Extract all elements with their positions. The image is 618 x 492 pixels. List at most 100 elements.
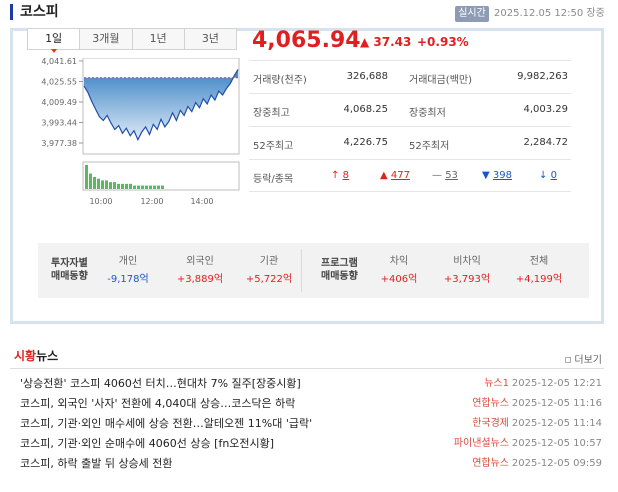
news-header: 시황뉴스 더보기 <box>14 347 604 366</box>
title-bar-marker <box>10 4 13 20</box>
news-item[interactable]: 코스피, 기관·외인 매수세에 상승 전환…알테오젠 11%대 '급락' 한국경… <box>20 414 604 434</box>
high-value: 4,068.25 <box>343 104 388 115</box>
individual-col: 개인 -9,178억 <box>98 255 158 288</box>
tab-1day[interactable]: 1일 <box>28 29 81 53</box>
amount-label: 거래대금(백만) <box>409 75 473 86</box>
page-title: 코스피 <box>20 4 59 20</box>
x-tick-label: 10:00 <box>89 197 112 206</box>
news-time: 2025-12-05 11:16 <box>511 398 602 409</box>
trading-trend-panel: 투자자별 매매동향 개인 -9,178억 외국인 +3,889억 기관 +5,7… <box>38 243 589 298</box>
non-arbitrage-value: +3,793억 <box>443 274 491 285</box>
tab-1year[interactable]: 1년 <box>133 29 185 49</box>
price-line <box>83 69 239 142</box>
volume-bar <box>153 185 156 189</box>
news-item[interactable]: '상승전환' 코스피 4060선 터치…현대차 7% 질주[장중시황] 뉴스1 … <box>20 374 604 394</box>
low-value: 4,003.29 <box>523 104 568 115</box>
news-time: 2025-12-05 09:59 <box>511 458 602 469</box>
news-title[interactable]: 코스피, 외국인 '사자' 전환에 4,040대 상승…코스닥은 하락 <box>20 397 296 410</box>
volume-bar <box>121 183 124 189</box>
volume-bar <box>145 185 148 189</box>
volume-value: 326,688 <box>346 71 388 82</box>
news-list: '상승전환' 코스피 4060선 터치…현대차 7% 질주[장중시황] 뉴스1 … <box>20 374 604 474</box>
news-item[interactable]: 코스피, 하락 출발 뒤 상승세 전환 연합뉴스 2025-12-05 09:5… <box>20 454 604 474</box>
news-title[interactable]: '상승전환' 코스피 4060선 터치…현대차 7% 질주[장중시황] <box>20 377 301 390</box>
total-col: 전체 +4,199억 <box>508 255 570 288</box>
news-title[interactable]: 코스피, 기관·외인 매수세에 상승 전환…알테오젠 11%대 '급락' <box>20 417 313 430</box>
stats-row-advance-decline: 등락/종목 ↑ 8 ▲ 477 — 53 ▼ 398 ↓ 0 <box>249 159 571 192</box>
institution-col: 기관 +5,722억 <box>238 255 300 288</box>
y-tick-label: 4,009.49 <box>41 98 77 107</box>
volume-bar <box>89 173 92 189</box>
high-label: 장중최고 <box>253 108 290 119</box>
volume-bar <box>161 185 164 189</box>
news-source: 한국경제 <box>472 418 509 429</box>
y-tick-label: 3,993.44 <box>41 119 77 128</box>
arbitrage-value: +406억 <box>380 274 418 285</box>
stats-table: 거래량(천주) 326,688 거래대금(백만) 9,982,263 장중최고 … <box>249 60 571 192</box>
stats-row-volume: 거래량(천주) 326,688 거래대금(백만) 9,982,263 <box>249 60 571 93</box>
volume-bar <box>125 183 128 189</box>
flat-count[interactable]: — 53 <box>432 170 458 181</box>
news-section-title: 시황뉴스 <box>14 349 59 363</box>
news-source: 연합뉴스 <box>472 458 509 469</box>
news-divider <box>10 368 604 369</box>
down-count[interactable]: ▼ 398 <box>482 170 512 181</box>
program-trend-label: 프로그램 매매동향 <box>321 258 358 282</box>
volume-bar <box>105 180 108 189</box>
more-link[interactable]: 더보기 <box>565 351 602 366</box>
advance-decline-label: 등락/종목 <box>253 174 294 185</box>
investor-trend-label: 투자자별 매매동향 <box>51 258 88 282</box>
y-tick-label: 4,041.61 <box>41 58 77 66</box>
x-tick-label: 12:00 <box>140 197 163 206</box>
up-count[interactable]: ▲ 477 <box>380 170 410 181</box>
w52-high-value: 4,226.75 <box>343 137 388 148</box>
price-panel: 4,065.94 ▲ 37.43 +0.93% <box>252 27 582 57</box>
volume-label: 거래량(천주) <box>253 75 307 86</box>
limit-up-icon: ↑ <box>331 170 343 181</box>
index-change: ▲ 37.43 <box>360 35 412 49</box>
index-value: 4,065.94 <box>252 28 361 53</box>
news-title[interactable]: 코스피, 하락 출발 뒤 상승세 전환 <box>20 457 173 470</box>
foreign-value: +3,889억 <box>176 274 224 285</box>
news-time: 2025-12-05 12:21 <box>511 378 602 389</box>
arbitrage-col: 차익 +406억 <box>374 255 424 288</box>
datetime-label: 2025.12.05 12:50 장중 <box>494 8 605 19</box>
stats-row-intraday: 장중최고 4,068.25 장중최저 4,003.29 <box>249 93 571 126</box>
tab-3year[interactable]: 3년 <box>201 32 219 45</box>
intraday-chart: 4,041.61 4,025.55 4,009.49 3,993.44 3,977.38… <box>41 58 240 206</box>
total-value: +4,199억 <box>515 274 563 285</box>
news-source: 연합뉴스 <box>472 398 509 409</box>
news-item[interactable]: 코스피, 기관·외인 순매수에 4060선 상승 [fn오전시황] 파이낸셜뉴스… <box>20 434 604 454</box>
volume-bar <box>149 185 152 189</box>
x-tick-label: 14:00 <box>190 197 213 206</box>
foreign-col: 외국인 +3,889억 <box>170 255 230 288</box>
volume-bar <box>117 183 120 189</box>
more-box-icon <box>565 357 572 363</box>
w52-low-label: 52주최저 <box>409 141 450 152</box>
limit-up-count[interactable]: ↑ 8 <box>331 170 349 181</box>
news-time: 2025-12-05 11:14 <box>511 418 602 429</box>
individual-value: -9,178억 <box>107 274 149 285</box>
news-time: 2025-12-05 10:57 <box>511 438 602 449</box>
amount-value: 9,982,263 <box>517 71 568 82</box>
news-title[interactable]: 코스피, 기관·외인 순매수에 4060선 상승 [fn오전시황] <box>20 437 275 450</box>
institution-value: +5,722억 <box>245 274 293 285</box>
volume-bar <box>101 180 104 189</box>
y-tick-label: 4,025.55 <box>41 78 77 87</box>
price-area <box>84 69 238 140</box>
news-item[interactable]: 코스피, 외국인 '사자' 전환에 4,040대 상승…코스닥은 하락 연합뉴스… <box>20 394 604 414</box>
volume-bar <box>93 177 96 189</box>
non-arbitrage-col: 비차익 +3,793억 <box>436 255 498 288</box>
tab-3month[interactable]: 3개월 <box>80 29 133 49</box>
volume-bar <box>97 178 100 189</box>
page-header: 코스피 실시간 2025.12.05 12:50 장중 <box>0 0 618 28</box>
volume-bar <box>85 165 88 189</box>
low-label: 장중최저 <box>409 108 446 119</box>
volume-bar <box>113 182 116 189</box>
limit-down-icon: ↓ <box>539 170 551 181</box>
limit-down-count[interactable]: ↓ 0 <box>539 170 557 181</box>
w52-low-value: 2,284.72 <box>523 137 568 148</box>
live-badge: 실시간 <box>455 6 489 22</box>
volume-bar <box>133 185 136 189</box>
index-change-percent: +0.93% <box>417 35 469 49</box>
